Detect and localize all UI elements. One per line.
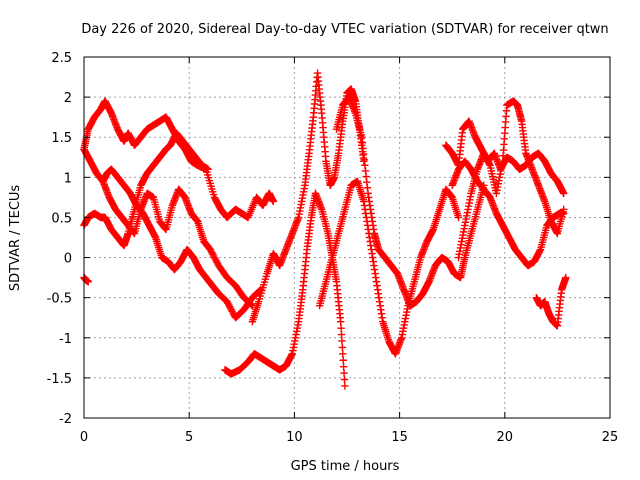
data-point (84, 277, 92, 286)
data-point (339, 356, 347, 364)
data-point (338, 343, 347, 352)
series-group (315, 177, 463, 358)
data-point (204, 165, 212, 174)
data-point (341, 382, 349, 390)
data-point (259, 281, 268, 289)
axis-ticks: 0 5 10 15 20 25 -2 -1.5 -1 -0.5 0 0.5 1 1.5 2 2.5 (47, 51, 619, 445)
data-point (205, 176, 214, 185)
data-point (562, 273, 570, 282)
data-point (254, 297, 263, 306)
chart-title: Day 226 of 2020, Sidereal Day-to-day VTE… (81, 22, 608, 37)
y-tick-label: -2 (59, 412, 72, 427)
y-axis-label: SDTVAR / TECUs (8, 185, 23, 292)
data-point (340, 369, 348, 377)
y-tick-label: 0 (64, 252, 72, 267)
data-point (209, 188, 217, 196)
x-tick-label: 0 (80, 430, 88, 445)
y-tick-label: -0.5 (47, 292, 72, 307)
data-point (261, 275, 270, 283)
data-point (269, 197, 278, 206)
data-point (207, 182, 215, 190)
data-point (206, 179, 214, 188)
data-point (337, 330, 346, 339)
data-point (208, 185, 216, 193)
data-point (255, 295, 264, 303)
data-point (337, 324, 345, 332)
series-group (532, 273, 570, 330)
data-point (338, 337, 346, 345)
data-point (257, 289, 265, 297)
data-point (339, 350, 347, 358)
data-point (262, 272, 270, 281)
x-tick-label: 10 (286, 430, 303, 445)
x-tick-label: 25 (602, 430, 619, 445)
plot-frame (83, 56, 611, 419)
data-point (256, 292, 265, 300)
series-group (99, 165, 265, 322)
data-point (209, 190, 218, 199)
series-group (80, 129, 212, 250)
y-tick-label: 1.5 (51, 131, 72, 146)
series-group (80, 145, 257, 310)
data-point (260, 278, 269, 286)
series-group (448, 157, 568, 270)
x-tick-label: 20 (497, 430, 514, 445)
data-point (339, 362, 348, 371)
series-group (80, 97, 278, 222)
y-tick-label: 1 (64, 171, 72, 186)
series-group (80, 273, 92, 286)
y-tick-label: 0.5 (51, 211, 72, 226)
data-point (454, 213, 463, 222)
data-point (259, 283, 267, 292)
series-group (332, 93, 488, 310)
data-points (80, 69, 570, 390)
data-point (560, 189, 568, 198)
data-point (560, 209, 568, 218)
x-tick-label: 15 (391, 430, 408, 445)
data-point (336, 318, 345, 326)
x-axis-label: GPS time / hours (291, 459, 400, 474)
series-group (221, 189, 349, 390)
data-point (204, 174, 213, 182)
y-tick-label: 2 (64, 91, 72, 106)
data-point (340, 375, 349, 384)
data-point (258, 286, 266, 295)
x-tick-label: 5 (185, 430, 193, 445)
y-tick-label: -1 (59, 332, 72, 347)
grid-lines (84, 57, 610, 418)
y-tick-label: 2.5 (51, 51, 72, 66)
y-tick-label: -1.5 (47, 372, 72, 387)
